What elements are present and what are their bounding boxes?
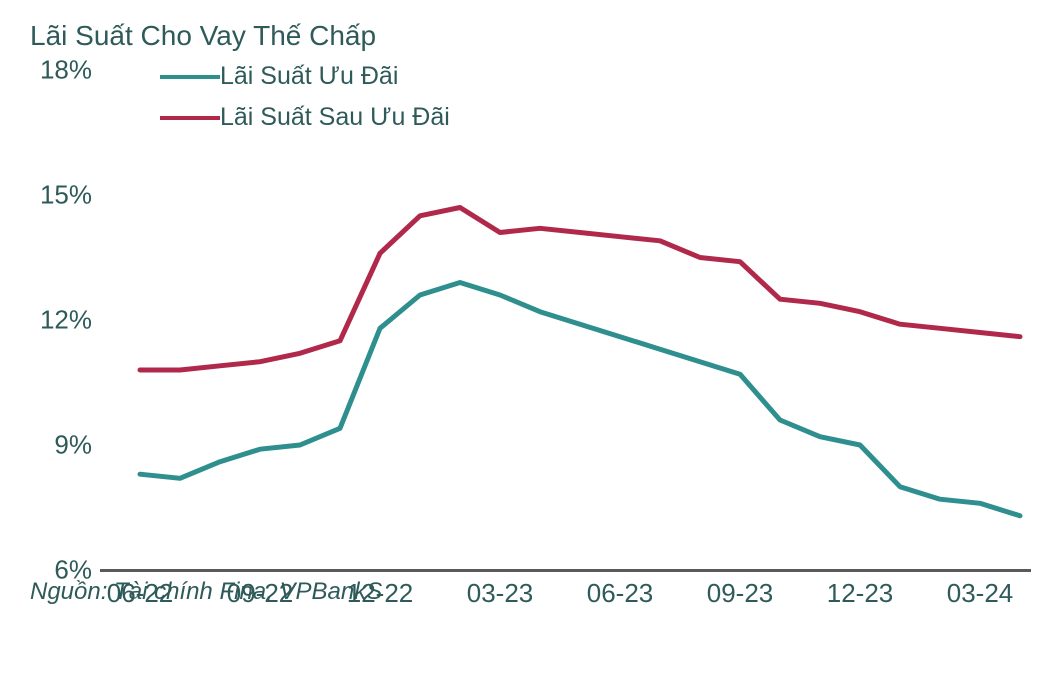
x-tick: 06-23: [587, 578, 654, 609]
y-tick: 15%: [40, 180, 92, 211]
x-tick: 06-22: [107, 578, 174, 609]
chart-title: Lãi Suất Cho Vay Thế Chấp: [30, 20, 1031, 52]
plot-area: Lãi Suất Ưu ĐãiLãi Suất Sau Ưu Đãi 6%9%1…: [30, 70, 1031, 570]
series-line-1: [140, 208, 1020, 371]
x-tick: 09-22: [227, 578, 294, 609]
y-tick: 12%: [40, 305, 92, 336]
x-tick: 12-22: [347, 578, 414, 609]
y-axis: 6%9%12%15%18%: [30, 70, 100, 570]
x-tick: 03-24: [947, 578, 1014, 609]
y-tick: 18%: [40, 55, 92, 86]
x-tick: 03-23: [467, 578, 534, 609]
x-tick: 09-23: [707, 578, 774, 609]
mortgage-rate-chart: Lãi Suất Cho Vay Thế Chấp Lãi Suất Ưu Đã…: [30, 20, 1031, 606]
y-tick: 9%: [54, 430, 92, 461]
x-tick: 12-23: [827, 578, 894, 609]
plot: [100, 70, 1031, 570]
x-axis: 06-22 09-22 12-22 03-23 06-23 09-23 12-23 03-24: [100, 570, 1031, 610]
y-tick: 6%: [54, 555, 92, 586]
series-line-0: [140, 283, 1020, 516]
